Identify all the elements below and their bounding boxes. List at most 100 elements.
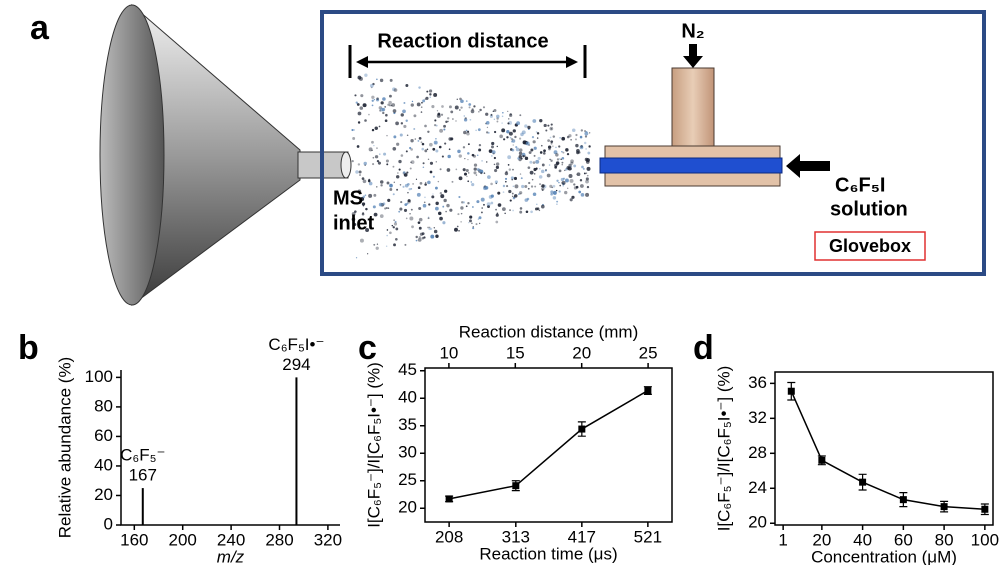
droplet	[466, 132, 470, 136]
droplet	[580, 184, 584, 188]
droplet	[580, 193, 585, 197]
droplet	[444, 142, 447, 145]
droplet	[421, 101, 423, 104]
droplet	[467, 159, 469, 161]
droplet	[550, 128, 552, 130]
droplet	[415, 235, 418, 239]
droplet	[357, 189, 362, 194]
droplet	[439, 216, 443, 221]
droplet	[529, 170, 534, 175]
droplet	[562, 184, 565, 187]
droplet	[468, 221, 470, 224]
droplet	[435, 186, 438, 190]
droplet	[406, 134, 409, 137]
droplet	[445, 120, 448, 123]
x-tick-label: 320	[314, 530, 342, 549]
droplet	[585, 192, 590, 197]
droplet	[375, 246, 379, 250]
droplet	[524, 155, 526, 158]
droplet	[465, 169, 469, 173]
droplet	[510, 176, 514, 180]
droplet	[495, 208, 497, 211]
droplet	[407, 182, 410, 186]
droplet	[531, 178, 534, 181]
droplet	[430, 227, 433, 231]
droplet	[467, 152, 470, 155]
droplet	[402, 171, 406, 174]
droplet	[512, 185, 515, 188]
droplet	[386, 163, 389, 166]
droplet	[402, 185, 405, 188]
droplet	[584, 131, 589, 136]
droplet	[422, 99, 426, 103]
droplet	[440, 194, 445, 199]
droplet	[439, 192, 443, 195]
droplet	[384, 207, 387, 210]
droplet	[550, 140, 554, 144]
droplet	[409, 167, 412, 170]
droplet	[396, 188, 399, 191]
droplet	[406, 171, 409, 174]
droplet	[473, 163, 478, 167]
droplet	[467, 130, 470, 133]
droplet	[506, 130, 510, 134]
droplet	[580, 129, 584, 132]
droplet	[371, 128, 375, 132]
droplet	[442, 205, 445, 208]
droplet	[382, 202, 386, 206]
droplet	[399, 133, 403, 137]
droplet	[507, 155, 512, 160]
droplet	[408, 188, 411, 191]
droplet	[389, 188, 393, 191]
droplet	[434, 119, 437, 122]
droplet	[504, 212, 506, 215]
droplet	[377, 161, 381, 165]
droplet	[538, 209, 541, 212]
droplet	[533, 167, 537, 172]
droplet	[371, 149, 373, 151]
droplet	[363, 161, 367, 166]
droplet	[422, 162, 425, 165]
droplet	[480, 211, 483, 214]
droplet	[504, 177, 508, 180]
droplet	[428, 89, 433, 93]
droplet	[540, 204, 545, 209]
droplet	[373, 99, 375, 101]
droplet	[400, 122, 404, 125]
droplet	[379, 153, 381, 155]
annotation: Glovebox	[829, 236, 911, 256]
droplet	[392, 193, 395, 196]
droplet	[421, 142, 425, 146]
droplet	[424, 149, 428, 153]
droplet	[478, 110, 480, 113]
droplet	[550, 190, 554, 194]
droplet	[395, 121, 399, 126]
droplet	[356, 103, 360, 106]
droplet	[522, 140, 527, 145]
droplet	[481, 160, 483, 162]
droplet	[475, 129, 477, 132]
droplet	[368, 219, 370, 221]
droplet	[540, 169, 545, 174]
droplet	[424, 183, 427, 186]
droplet	[376, 159, 380, 163]
droplet	[386, 229, 389, 231]
droplet	[551, 186, 553, 189]
droplet	[535, 131, 538, 133]
droplet	[418, 136, 422, 140]
droplet	[383, 152, 387, 156]
y-tick-label: 40	[94, 455, 113, 474]
droplet	[570, 165, 573, 167]
droplet	[444, 189, 448, 193]
droplet	[358, 228, 361, 230]
droplet	[535, 159, 540, 164]
annotation: Reaction distance	[377, 30, 548, 52]
droplet	[547, 139, 551, 143]
droplet	[410, 139, 414, 143]
droplet	[552, 135, 556, 138]
droplet	[435, 234, 439, 238]
droplet	[506, 185, 509, 188]
droplet	[508, 189, 512, 194]
x-tick-label: 80	[935, 530, 954, 549]
droplet	[476, 154, 479, 157]
